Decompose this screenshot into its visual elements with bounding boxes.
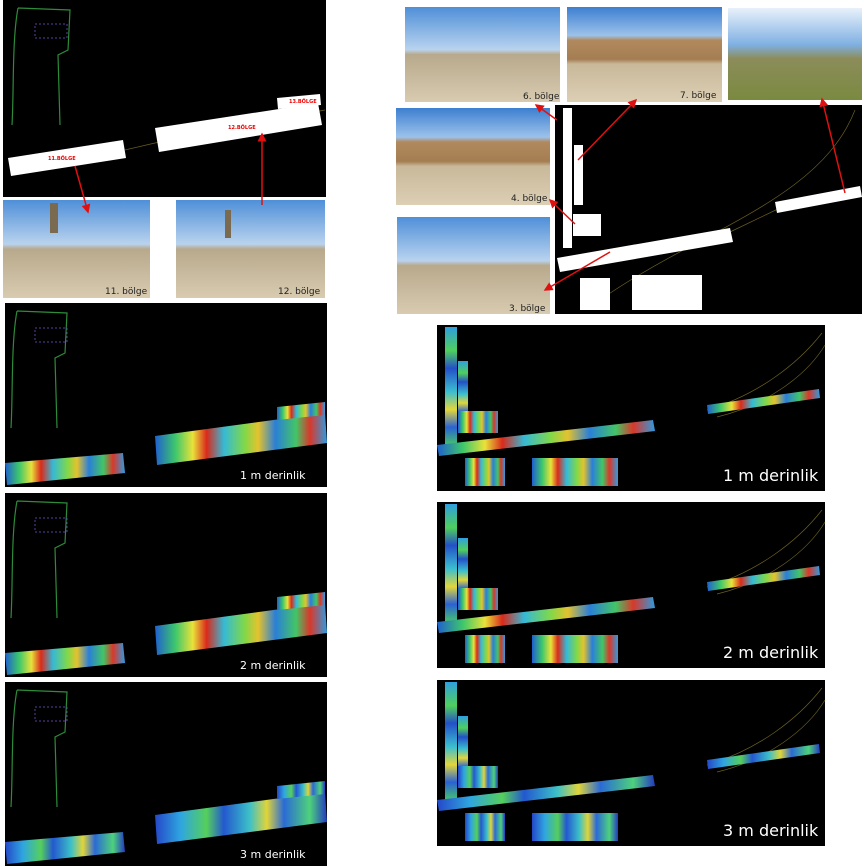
zone-label: 13.BÖLGE <box>289 98 317 105</box>
depth-map: 2 m derinlik <box>437 502 826 668</box>
reservoir <box>34 327 68 343</box>
depth-label: 3 m derinlik <box>240 848 306 861</box>
heat-strip <box>445 504 457 622</box>
heat-strip <box>458 588 498 610</box>
depth-label: 1 m derinlik <box>240 469 306 482</box>
outline <box>10 310 68 429</box>
heat-strip <box>707 744 820 769</box>
heat-strip <box>437 420 655 456</box>
heat-strip <box>437 775 655 811</box>
photo-caption: 12. bölge <box>278 287 321 297</box>
depth-maps-right: 1 m derinlik 2 m derinlik 3 m derinlik <box>437 325 826 846</box>
depth-label: 2 m derinlik <box>240 659 306 672</box>
zone-label: 11.BÖLGE <box>48 155 76 162</box>
heat-strip <box>458 538 468 598</box>
heat-strip <box>155 792 327 844</box>
photo: 12. bölge <box>176 200 325 298</box>
heat-strip <box>437 597 655 633</box>
photo: 7. bölge <box>567 7 722 102</box>
heat-strip <box>155 603 327 655</box>
depth-map: 1 m derinlik <box>5 303 327 487</box>
photo-caption: 3. bölge <box>509 304 546 314</box>
outline <box>10 500 68 619</box>
heat-strip <box>458 411 498 433</box>
depth-maps-left: 1 m derinlik 2 m derinlik 3 m derinlik <box>5 303 327 866</box>
heat-strip <box>277 592 325 610</box>
heat-strip <box>277 402 325 420</box>
photo: 6. bölge <box>405 7 560 102</box>
zone-label: 12.BÖLGE <box>228 124 256 131</box>
depth-label: 3 m derinlik <box>723 821 819 840</box>
heat-strip <box>707 566 820 591</box>
photo <box>728 8 862 100</box>
depth-map: 1 m derinlik <box>437 325 826 491</box>
heat-strip <box>532 458 618 486</box>
heat-strip <box>277 781 325 799</box>
outline <box>10 689 68 808</box>
depth-label: 1 m derinlik <box>723 466 819 485</box>
heat-strip <box>465 635 505 663</box>
heat-strip <box>5 643 125 675</box>
photo-caption: 4. bölge <box>511 194 548 204</box>
photo-caption: 7. bölge <box>680 91 717 101</box>
heat-strip <box>5 832 125 864</box>
depth-map: 3 m derinlik <box>5 682 327 866</box>
photo: 11. bölge <box>3 200 150 298</box>
heat-strip <box>465 813 505 841</box>
photo: 3. bölge <box>397 217 550 314</box>
depth-map: 2 m derinlik <box>5 493 327 677</box>
heat-strip <box>458 361 468 421</box>
heat-strip <box>155 413 327 465</box>
photo: 4. bölge <box>396 108 550 205</box>
heat-strip <box>465 458 505 486</box>
heat-strip <box>532 813 618 841</box>
depth-map: 3 m derinlik <box>437 680 826 846</box>
reservoir <box>34 706 68 722</box>
heat-strip <box>458 716 468 776</box>
photo-caption: 11. bölge <box>105 287 148 297</box>
heat-strip <box>5 453 125 485</box>
heat-strip <box>707 389 820 414</box>
heat-strip <box>445 682 457 800</box>
site-map-left: 11.BÖLGE 12.BÖLGE 13.BÖLGE <box>3 0 326 197</box>
site-map-right <box>555 105 862 314</box>
depth-label: 2 m derinlik <box>723 643 819 662</box>
heat-strip <box>445 327 457 445</box>
reservoir <box>34 517 68 533</box>
heat-strip <box>532 635 618 663</box>
photo-caption: 6. bölge <box>523 92 560 102</box>
heat-strip <box>458 766 498 788</box>
